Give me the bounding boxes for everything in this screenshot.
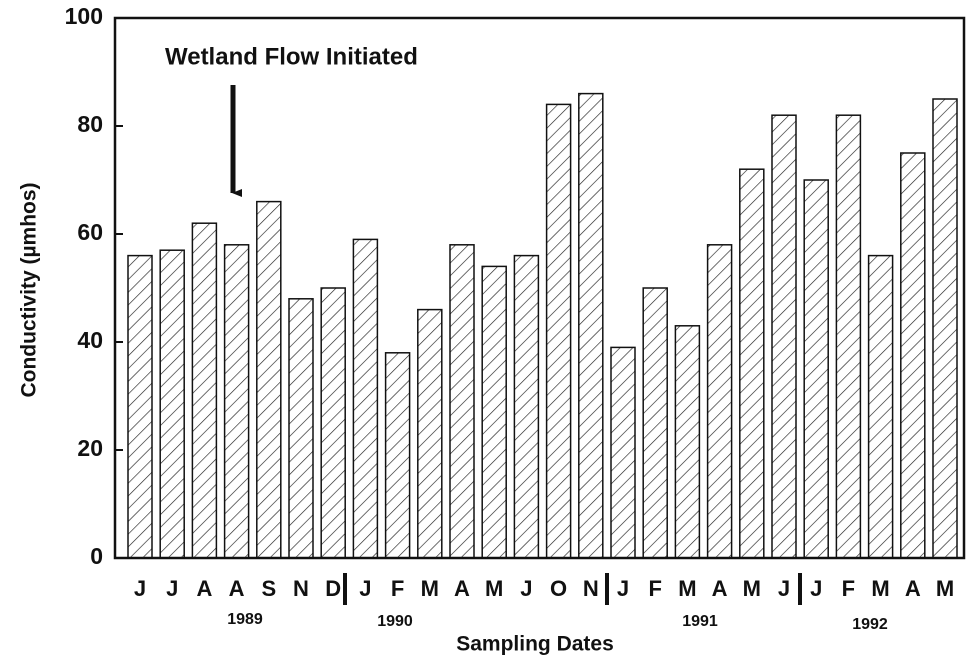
- x-tick-label: A: [454, 576, 470, 601]
- annotation: Wetland Flow Initiated: [165, 43, 418, 70]
- year-label: 1989: [227, 611, 263, 628]
- x-tick-label: N: [293, 576, 309, 601]
- y-tick-label: 80: [77, 111, 103, 137]
- bar: [191, 222, 218, 559]
- bar: [578, 92, 604, 559]
- bar: [384, 352, 411, 559]
- bar: [739, 168, 765, 559]
- x-tick-label: F: [842, 576, 855, 601]
- bar: [610, 346, 636, 559]
- x-tick-label: F: [648, 576, 661, 601]
- bar: [352, 238, 379, 559]
- y-tick-label: 60: [77, 219, 103, 245]
- bar: [545, 103, 572, 559]
- x-tick-label: J: [359, 576, 371, 601]
- y-tick-label: 20: [77, 435, 103, 461]
- bar: [642, 287, 668, 559]
- year-label: 1990: [377, 613, 413, 630]
- y-tick-label: 0: [90, 543, 103, 569]
- x-tick-label: M: [871, 576, 889, 601]
- bar: [449, 244, 475, 559]
- x-tick-label: M: [936, 576, 954, 601]
- bar: [127, 254, 153, 559]
- bar: [513, 254, 540, 559]
- x-tick-label: M: [678, 576, 696, 601]
- bar: [288, 298, 314, 559]
- bar: [223, 244, 250, 559]
- x-tick-label: M: [421, 576, 439, 601]
- y-tick-label: 100: [65, 3, 103, 29]
- plot-frame: [113, 16, 966, 560]
- x-tick-label: J: [520, 576, 532, 601]
- y-axis-title: Conductivity (µmhos): [18, 182, 41, 397]
- year-label: 1991: [682, 613, 718, 630]
- bar: [706, 244, 733, 559]
- x-tick-label: F: [391, 576, 404, 601]
- bar: [932, 98, 958, 559]
- bar: [900, 152, 926, 559]
- x-tick-label: O: [550, 576, 567, 601]
- x-tick-label: J: [810, 576, 822, 601]
- bar: [320, 287, 346, 559]
- bar: [481, 265, 507, 559]
- x-tick-label: J: [166, 576, 178, 601]
- x-tick-label: M: [743, 576, 761, 601]
- x-tick-label: A: [196, 576, 212, 601]
- bar: [867, 254, 894, 559]
- y-tick-label: 40: [77, 327, 103, 353]
- bar: [159, 249, 185, 559]
- x-tick-label: J: [617, 576, 629, 601]
- x-tick-label: J: [134, 576, 146, 601]
- bar: [417, 308, 443, 559]
- x-tick-label: A: [229, 576, 245, 601]
- x-tick-label: S: [261, 576, 276, 601]
- x-axis-title: Sampling Dates: [456, 633, 614, 656]
- x-tick-label: D: [325, 576, 341, 601]
- year-label: 1992: [852, 616, 888, 633]
- bar: [803, 179, 829, 559]
- x-tick-label: A: [712, 576, 728, 601]
- bar: [256, 200, 282, 559]
- x-tick-label: N: [583, 576, 599, 601]
- bar: [835, 114, 862, 559]
- bar: [771, 114, 797, 559]
- x-tick-label: M: [485, 576, 503, 601]
- x-tick-label: J: [778, 576, 790, 601]
- x-tick-label: A: [905, 576, 921, 601]
- bar: [674, 325, 701, 559]
